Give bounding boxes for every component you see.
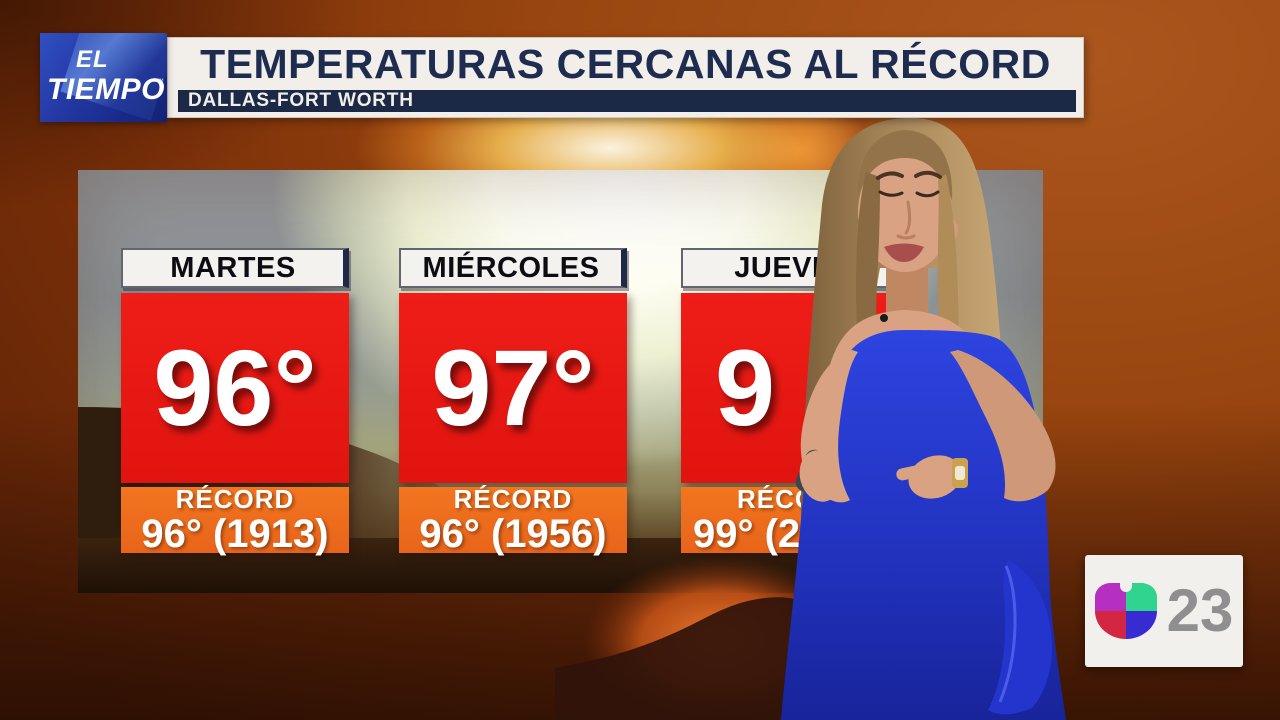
logo-line-el: EL — [76, 46, 109, 73]
record-box: RÉCORD 96° (1913) — [121, 483, 349, 557]
record-box: RÉCORD 96° (1956) — [399, 483, 627, 557]
presenter-figure — [781, 117, 1066, 720]
hair-fringe — [857, 130, 953, 200]
forecast-card-martes: MARTES 96° RÉCORD 96° (1913) — [121, 248, 349, 555]
logo-quadrant-blue — [1125, 611, 1157, 639]
nose — [896, 200, 916, 240]
ruffle-highlight — [998, 565, 1017, 703]
univision-23-badge: 23 — [1085, 555, 1243, 667]
trademark-symbol: ™ — [156, 77, 164, 86]
headline-banner: TEMPERATURAS CERCANAS AL RÉCORD DALLAS-F… — [167, 37, 1084, 118]
hand-right — [799, 450, 841, 502]
dress-ruffle — [988, 560, 1052, 715]
neck — [886, 255, 928, 322]
lips — [884, 243, 924, 262]
record-label: RÉCORD — [453, 483, 573, 514]
eyebrows — [876, 170, 942, 180]
headline-location: DALLAS-FORT WORTH — [178, 90, 1076, 112]
face — [858, 152, 952, 272]
univision-u-logo-icon — [1094, 583, 1157, 639]
day-label: MARTES — [170, 251, 296, 284]
temperature-display: 97° — [399, 293, 627, 483]
day-header: MIÉRCOLES — [399, 248, 627, 288]
weather-presenter — [745, 95, 1085, 720]
record-label: RÉCORD — [175, 483, 295, 514]
logo-line-tiempo: TIEMPO — [47, 73, 166, 106]
logo-quadrant-red — [1094, 611, 1126, 639]
channel-number: 23 — [1166, 577, 1234, 644]
day-label: MIÉRCOLES — [422, 251, 600, 284]
forecast-card-miercoles: MIÉRCOLES 97° RÉCORD 96° (1956) — [399, 248, 627, 555]
logo-top-notch — [1119, 583, 1132, 592]
temperature-value: 97° — [431, 327, 595, 448]
eyes — [878, 190, 940, 198]
record-value: 96° (1913) — [141, 512, 329, 557]
wrist-watch — [952, 458, 968, 488]
index-finger — [896, 461, 940, 481]
arm-left — [950, 350, 1056, 502]
dark-hill-silhouette — [555, 597, 800, 720]
temperature-value: 9 — [715, 327, 776, 448]
headline-title: TEMPERATURAS CERCANAS AL RÉCORD — [200, 40, 1051, 87]
day-header: MARTES — [121, 248, 349, 288]
record-value: 96° (1956) — [419, 512, 607, 557]
temperature-display: 96° — [121, 293, 349, 483]
lavalier-mic — [880, 314, 888, 322]
el-tiempo-logo: EL TIEMPO ™ — [40, 33, 167, 122]
temperature-value: 96° — [153, 327, 317, 448]
